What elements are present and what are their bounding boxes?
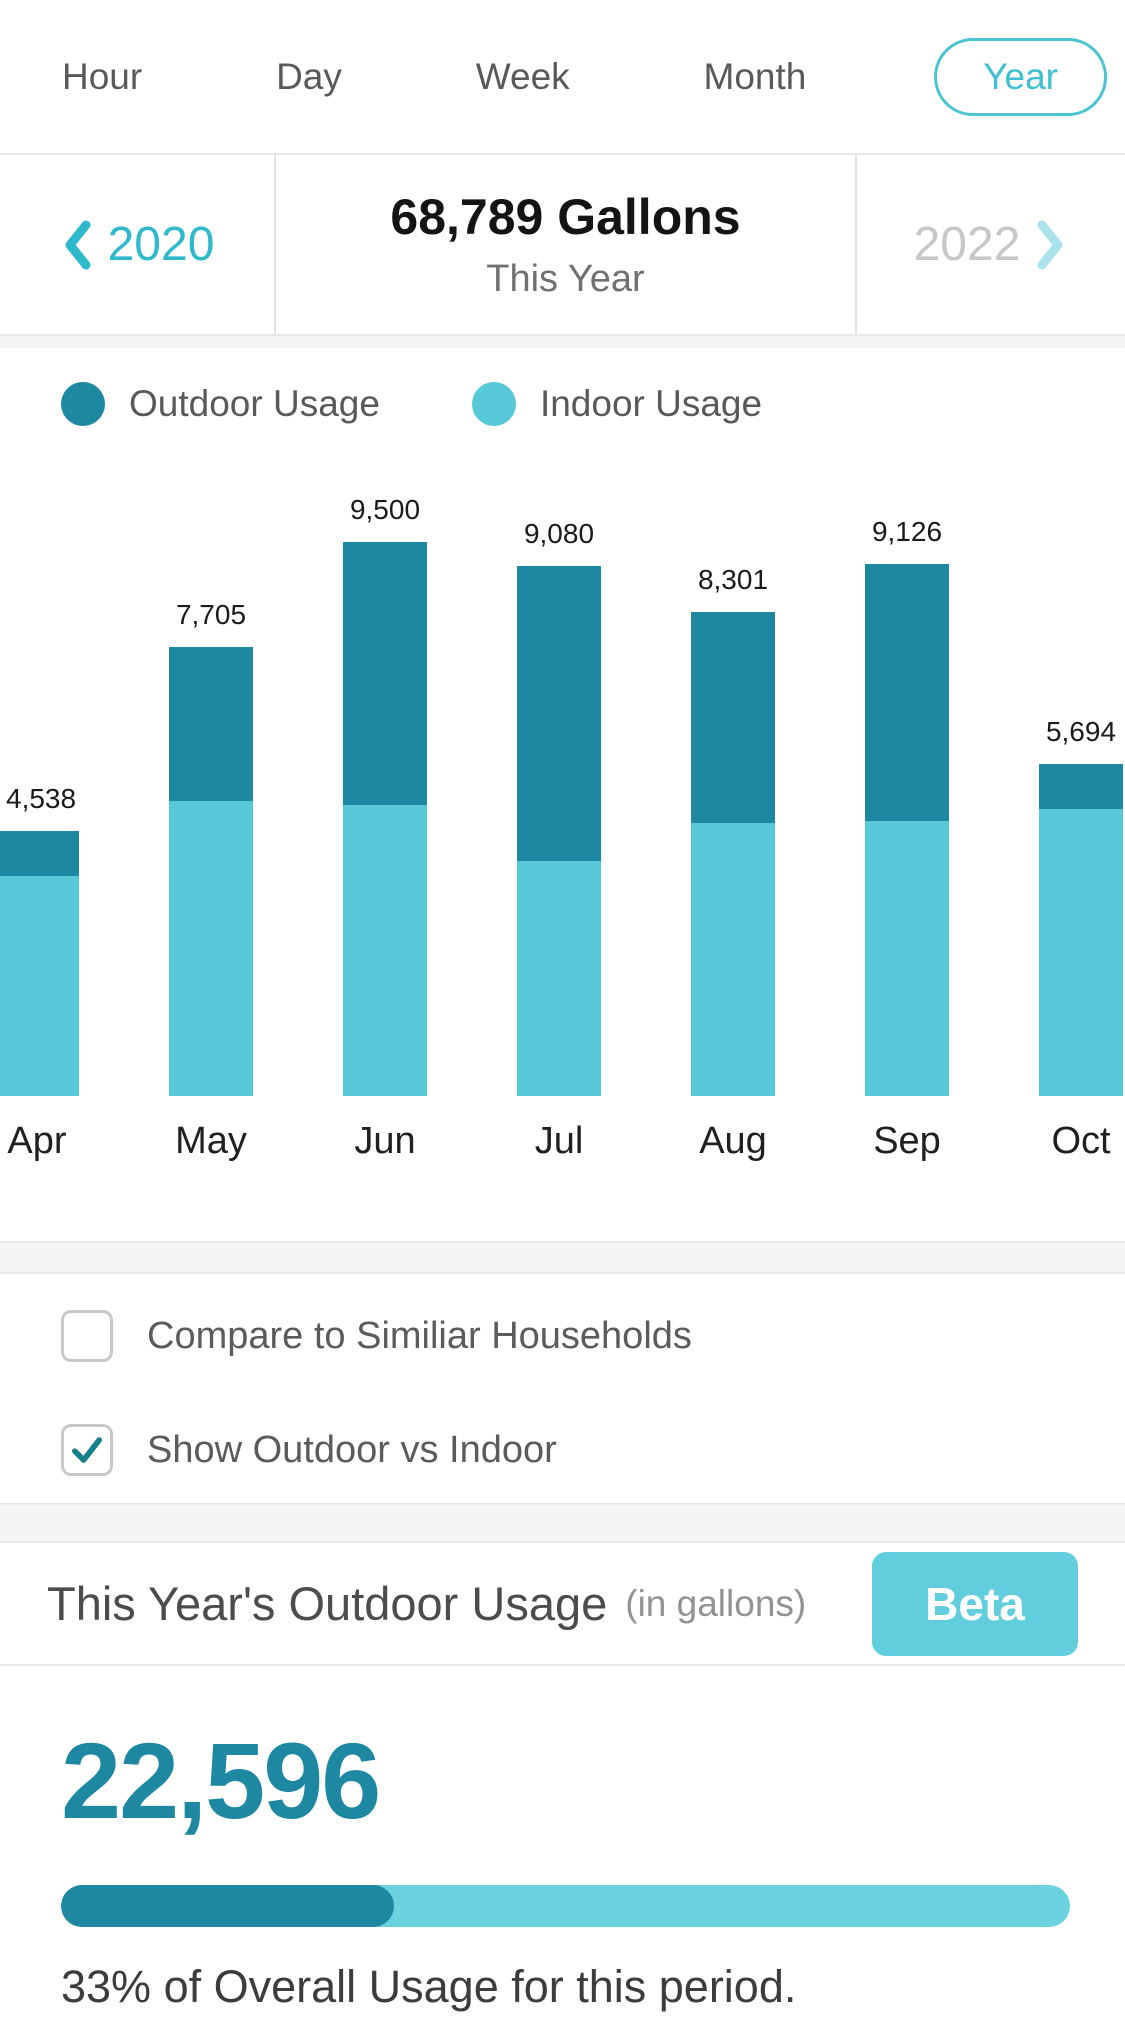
- month-label: Oct: [1051, 1120, 1111, 1162]
- unit-note: (in gallons): [625, 1582, 807, 1624]
- section-gap: [0, 1505, 1125, 1541]
- month-label: Jun: [354, 1120, 416, 1162]
- bar-value-label: 5,694: [1045, 716, 1117, 747]
- month-label: Sep: [873, 1120, 941, 1162]
- section-gap: [0, 336, 1125, 348]
- bar-aug[interactable]: [691, 612, 775, 1096]
- chevron-right-icon: [1037, 220, 1063, 269]
- legend-outdoor-label: Outdoor Usage: [129, 383, 380, 424]
- bar-outdoor-segment: [1039, 764, 1123, 809]
- prev-year-label: 2020: [107, 218, 215, 271]
- tab-day[interactable]: Day: [276, 55, 342, 97]
- bar-apr[interactable]: [0, 831, 79, 1096]
- bar-jul[interactable]: [517, 566, 601, 1096]
- bar-chart: 4,538 7,705 9,500 9,080 8,301 9,126 5,694: [0, 434, 1125, 1096]
- month-label: Jul: [534, 1120, 584, 1162]
- beta-badge: Beta: [872, 1551, 1078, 1656]
- bar-value-label: 9,500: [349, 494, 421, 525]
- bar-oct[interactable]: [1039, 764, 1123, 1096]
- year-summary: 68,789 Gallons This Year: [276, 155, 855, 334]
- month-label: May: [175, 1120, 247, 1162]
- section-gap: [0, 1243, 1125, 1272]
- prev-year-button[interactable]: 2020: [0, 155, 276, 334]
- compare-label: Compare to Similiar Households: [147, 1314, 692, 1357]
- bar-value-label: 4,538: [6, 783, 77, 814]
- compare-households-option[interactable]: Compare to Similiar Households: [61, 1310, 1125, 1362]
- bar-value-label: 9,080: [523, 518, 595, 549]
- section-title: This Year's Outdoor Usage: [47, 1577, 608, 1630]
- year-navigation: 2020 68,789 Gallons This Year 2022: [0, 155, 1125, 336]
- bar-jun[interactable]: [343, 542, 427, 1096]
- bar-may[interactable]: [169, 647, 253, 1096]
- bar-sep[interactable]: [865, 564, 949, 1096]
- legend-indoor-label: Indoor Usage: [539, 383, 763, 424]
- bar-outdoor-segment: [169, 647, 253, 801]
- outdoor-usage-stats: 22,596 33% of Overall Usage for this per…: [0, 1666, 1125, 2029]
- tab-month[interactable]: Month: [703, 55, 807, 97]
- total-gallons: 68,789 Gallons: [390, 189, 741, 245]
- usage-percent-caption: 33% of Overall Usage for this period.: [61, 1961, 797, 2012]
- usage-progress-bar: [61, 1885, 1070, 1927]
- bar-value-label: 7,705: [175, 599, 247, 630]
- bar-outdoor-segment: [517, 566, 601, 861]
- bar-value-label: 8,301: [697, 564, 769, 595]
- outdoor-total-value: 22,596: [61, 1720, 381, 1841]
- legend-indoor-dot: [471, 382, 516, 426]
- show-outdoor-indoor-option[interactable]: Show Outdoor vs Indoor: [61, 1424, 1125, 1476]
- month-label: Apr: [7, 1120, 67, 1162]
- period-tabbar: Hour Day Week Month Year: [0, 0, 1125, 155]
- month-label: Aug: [699, 1120, 767, 1162]
- bar-outdoor-segment: [343, 542, 427, 805]
- legend-outdoor-dot: [61, 382, 105, 426]
- compare-checkbox[interactable]: [61, 1310, 113, 1362]
- month-axis: Apr May Jun Jul Aug Sep Oct: [0, 1096, 1125, 1191]
- bar-outdoor-segment: [0, 831, 79, 876]
- tab-week[interactable]: Week: [475, 55, 570, 97]
- bar-value-label: 9,126: [871, 516, 943, 547]
- total-subtitle: This Year: [486, 258, 645, 300]
- chart-legend: Outdoor Usage Indoor Usage: [0, 348, 1125, 426]
- chart-options: Compare to Similiar Households Show Outd…: [0, 1272, 1125, 1505]
- bar-outdoor-segment: [691, 612, 775, 823]
- show-split-checkbox[interactable]: [61, 1424, 113, 1476]
- tab-hour[interactable]: Hour: [62, 55, 143, 97]
- next-year-label: 2022: [913, 218, 1021, 271]
- usage-chart-card: Outdoor Usage Indoor Usage 4,538 7,705 9,5…: [0, 348, 1125, 1243]
- checkmark-icon: [72, 1437, 102, 1463]
- tab-year[interactable]: Year: [934, 37, 1107, 116]
- chevron-left-icon: [65, 220, 91, 269]
- show-split-label: Show Outdoor vs Indoor: [147, 1428, 557, 1471]
- outdoor-usage-header: This Year's Outdoor Usage (in gallons) B…: [0, 1541, 1125, 1666]
- progress-fill: [61, 1885, 394, 1927]
- next-year-button[interactable]: 2022: [855, 155, 1125, 334]
- bar-outdoor-segment: [865, 564, 949, 821]
